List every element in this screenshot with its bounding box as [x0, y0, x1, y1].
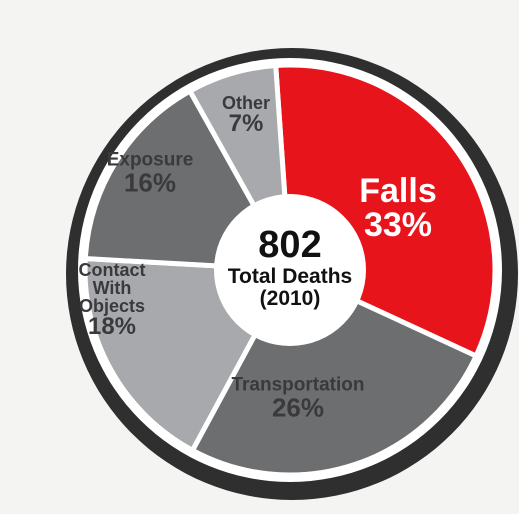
total-label: Total Deaths [228, 266, 352, 288]
value-label: 18% [72, 315, 152, 339]
value-label: 16% [90, 170, 210, 196]
value-label: 33% [338, 208, 458, 242]
infographic: 802 Total Deaths (2010) Falls33% Transpor… [0, 0, 519, 514]
year-label: (2010) [228, 288, 352, 310]
category-label: Contact With Objects [72, 261, 152, 315]
total: 802 [228, 226, 352, 266]
category-label: Falls [338, 174, 458, 208]
center-label: 802 Total Deaths (2010) [228, 226, 352, 310]
value-label: 26% [198, 395, 398, 421]
value-label: 7% [206, 112, 286, 136]
